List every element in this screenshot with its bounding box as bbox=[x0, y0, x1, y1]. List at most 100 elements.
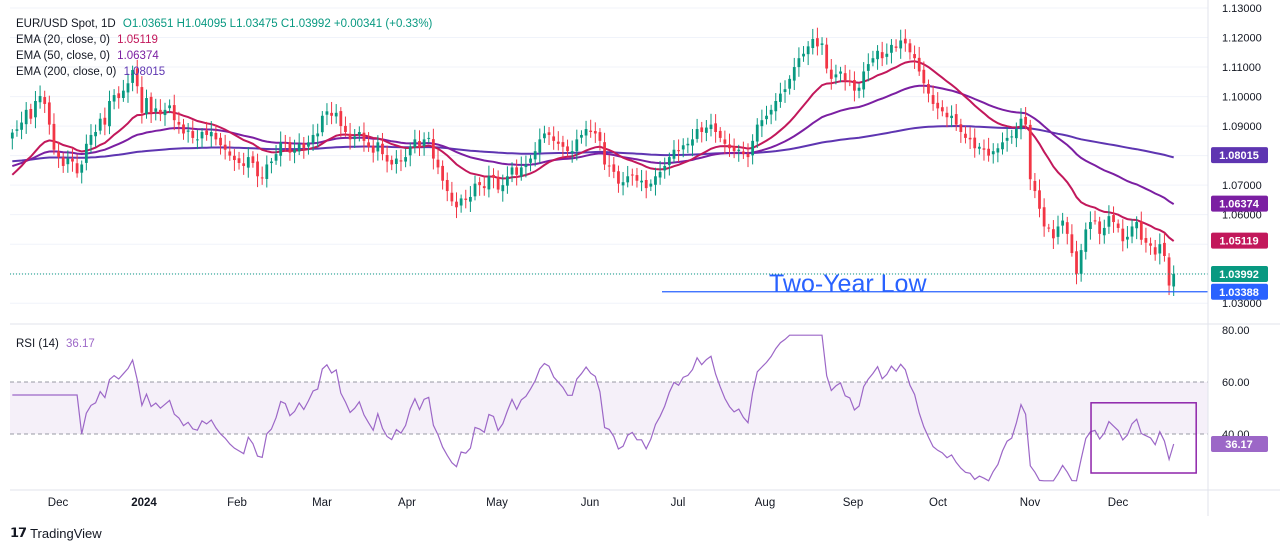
candle-body bbox=[52, 123, 56, 150]
x-tick-label: Oct bbox=[929, 497, 948, 509]
candle-body bbox=[154, 108, 158, 112]
candle-body bbox=[788, 78, 792, 89]
candle-body bbox=[760, 120, 764, 127]
candle-body bbox=[24, 109, 28, 125]
candle-body bbox=[223, 144, 227, 150]
candle-body bbox=[1038, 190, 1041, 209]
candle-body bbox=[353, 136, 357, 140]
candle-body bbox=[103, 117, 107, 125]
candle-body bbox=[260, 177, 264, 179]
candle-body bbox=[552, 136, 556, 141]
legend-ema50-value: 1.06374 bbox=[117, 50, 159, 62]
candle-body bbox=[205, 130, 209, 135]
candle-body bbox=[196, 139, 199, 141]
two-year-low-annotation: Two-Year Low bbox=[769, 270, 927, 298]
candle-body bbox=[561, 142, 565, 147]
candle-body bbox=[968, 137, 972, 140]
candle-body bbox=[163, 109, 167, 116]
candle-body bbox=[186, 130, 190, 132]
candle-body bbox=[1051, 229, 1055, 239]
candle-body bbox=[839, 71, 842, 74]
brand-label: TradingView bbox=[30, 525, 102, 541]
y-tick-label: 1.10000 bbox=[1222, 92, 1262, 104]
candle-body bbox=[288, 142, 292, 153]
candle-body bbox=[297, 143, 301, 152]
candle-body bbox=[1014, 129, 1018, 139]
candle-body bbox=[663, 165, 667, 171]
legend-ema50[interactable]: EMA (50, close, 0) 1.06374 bbox=[16, 48, 159, 64]
candle-body bbox=[404, 157, 407, 162]
price-label-text: 1.08015 bbox=[1219, 150, 1259, 162]
candle-body bbox=[589, 130, 593, 132]
x-tick-label: Jun bbox=[581, 497, 600, 509]
legend-rsi[interactable]: RSI (14) 36.17 bbox=[16, 336, 95, 352]
candle-body bbox=[34, 101, 37, 118]
tradingview-brand[interactable]: 𝟭𝟳 TradingView bbox=[10, 525, 102, 541]
candle-body bbox=[357, 132, 361, 135]
x-tick-label: 2024 bbox=[131, 497, 157, 509]
candle-body bbox=[1042, 207, 1046, 227]
candle-body bbox=[473, 183, 477, 197]
candle-body bbox=[112, 95, 116, 102]
series-path bbox=[11, 84, 1175, 205]
candle-body bbox=[769, 109, 773, 115]
price-label-text: 1.03992 bbox=[1219, 269, 1259, 281]
candle-body bbox=[325, 111, 329, 115]
candle-body bbox=[1093, 220, 1097, 222]
candle-body bbox=[811, 39, 815, 49]
candle-body bbox=[515, 167, 519, 175]
legend-ema20[interactable]: EMA (20, close, 0) 1.05119 bbox=[16, 32, 158, 48]
rsi-y-tick-label: 80.00 bbox=[1222, 325, 1250, 337]
candle-body bbox=[1153, 247, 1157, 255]
candle-body bbox=[820, 43, 824, 45]
candle-body bbox=[1121, 228, 1125, 242]
candle-body bbox=[700, 127, 704, 132]
legend-ema50-label: EMA (50, close, 0) bbox=[16, 50, 110, 62]
candle-body bbox=[741, 151, 745, 155]
y-tick-label: 1.13000 bbox=[1222, 3, 1262, 15]
candle-body bbox=[1075, 251, 1078, 274]
candle-body bbox=[1130, 226, 1134, 237]
candle-body bbox=[418, 141, 421, 147]
candle-body bbox=[1065, 222, 1069, 234]
candle-body bbox=[987, 148, 990, 156]
candle-body bbox=[1001, 142, 1004, 150]
candle-body bbox=[825, 44, 829, 69]
candle-body bbox=[436, 159, 440, 168]
candle-body bbox=[922, 69, 926, 84]
candle-body bbox=[843, 73, 847, 81]
candle-body bbox=[598, 132, 602, 141]
candle-body bbox=[792, 67, 796, 81]
rsi-value-text: 36.17 bbox=[1225, 439, 1253, 451]
candle-body bbox=[533, 151, 537, 160]
candle-body bbox=[293, 149, 296, 153]
candle-body bbox=[1139, 221, 1143, 240]
legend-ema200[interactable]: EMA (200, close, 0) 1.08015 bbox=[16, 64, 165, 80]
candle-body bbox=[797, 58, 801, 68]
legend-ema200-label: EMA (200, close, 0) bbox=[16, 66, 117, 78]
candle-body bbox=[1149, 243, 1152, 246]
candle-body bbox=[200, 132, 204, 139]
candle-body bbox=[256, 161, 259, 177]
candle-body bbox=[1112, 215, 1115, 223]
candle-body bbox=[723, 139, 727, 144]
candle-body bbox=[617, 171, 620, 184]
candle-body bbox=[982, 148, 986, 150]
candle-body bbox=[899, 40, 903, 49]
candle-body bbox=[441, 165, 445, 181]
candlestick-series bbox=[10, 27, 1176, 297]
y-tick-label: 1.09000 bbox=[1222, 121, 1262, 133]
ema-20-line bbox=[11, 60, 1175, 242]
legend-ema20-label: EMA (20, close, 0) bbox=[16, 34, 110, 46]
candle-body bbox=[755, 124, 759, 142]
candle-body bbox=[732, 146, 736, 152]
candle-body bbox=[917, 57, 921, 72]
candle-body bbox=[145, 98, 148, 115]
candle-body bbox=[1089, 222, 1092, 229]
candle-body bbox=[1024, 116, 1028, 125]
candle-body bbox=[168, 105, 172, 109]
candle-body bbox=[894, 46, 898, 48]
candle-body bbox=[455, 201, 458, 208]
candle-body bbox=[686, 143, 690, 146]
